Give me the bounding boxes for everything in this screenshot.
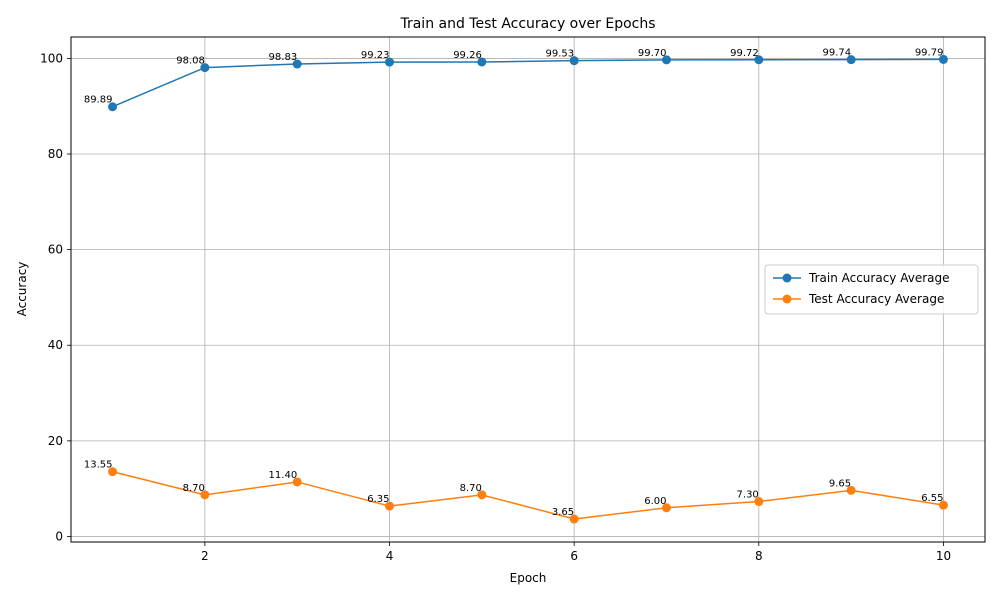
x-tick-label: 4 [386,549,394,563]
data-point-train-accuracy-average [108,102,118,112]
y-axis-title: Accuracy [15,262,29,317]
x-tick-label: 8 [755,549,763,563]
data-label-train-accuracy-average: 99.53 [546,49,575,60]
legend: Train Accuracy Average Test Accuracy Ave… [764,264,979,315]
legend-label-test: Test Accuracy Average [808,292,944,306]
data-point-test-accuracy-average [108,467,118,477]
data-point-test-accuracy-average [200,490,210,500]
data-label-train-accuracy-average: 89.89 [84,95,113,106]
legend-marker-train [782,273,792,283]
data-point-test-accuracy-average [754,497,764,507]
data-label-test-accuracy-average: 7.30 [737,490,759,501]
legend-box [764,264,979,315]
data-label-train-accuracy-average: 98.83 [269,52,298,63]
data-label-test-accuracy-average: 13.55 [84,460,113,471]
x-axis-title: Epoch [510,571,547,585]
data-point-train-accuracy-average [385,57,395,67]
data-label-train-accuracy-average: 99.70 [638,48,667,59]
y-tick-label: 80 [48,147,63,161]
data-point-train-accuracy-average [292,59,302,69]
data-point-train-accuracy-average [477,57,487,67]
data-point-test-accuracy-average [569,514,579,524]
data-label-test-accuracy-average: 9.65 [829,478,851,489]
data-point-test-accuracy-average [661,503,671,513]
data-point-test-accuracy-average [385,501,395,511]
x-axis-ticks: 2 4 6 8 10 [201,542,951,563]
series-layer [108,54,948,524]
data-point-test-accuracy-average [477,490,487,500]
chart-title: Train and Test Accuracy over Epochs [399,16,655,32]
data-point-train-accuracy-average [938,54,948,64]
data-label-test-accuracy-average: 6.35 [367,494,389,505]
x-tick-label: 10 [936,549,951,563]
data-label-train-accuracy-average: 99.26 [453,50,482,61]
data-label-test-accuracy-average: 6.55 [921,493,943,504]
y-tick-label: 0 [55,529,63,543]
legend-label-train: Train Accuracy Average [808,271,949,285]
data-label-train-accuracy-average: 99.74 [822,48,851,59]
data-labels: 89.89 98.08 98.83 99.23 99.26 99.53 99.70 99.72… [84,47,944,518]
series-line-test-accuracy-average [112,470,944,520]
data-point-train-accuracy-average [200,63,210,73]
legend-marker-test [782,294,792,304]
y-tick-label: 60 [48,243,63,257]
x-tick-label: 2 [201,549,209,563]
data-point-train-accuracy-average [569,56,579,66]
data-label-test-accuracy-average: 8.70 [460,483,482,494]
data-label-train-accuracy-average: 99.72 [730,48,759,59]
data-label-train-accuracy-average: 99.23 [361,50,390,61]
series-line-train-accuracy-average [112,58,944,108]
data-label-test-accuracy-average: 11.40 [269,470,298,481]
data-point-test-accuracy-average [938,500,948,510]
plot-frame [70,36,986,543]
y-tick-label: 20 [48,434,63,448]
y-tick-label: 100 [40,51,63,65]
y-axis-ticks: 0 20 40 60 80 100 [40,51,71,543]
data-point-train-accuracy-average [754,55,764,65]
data-point-train-accuracy-average [661,55,671,65]
data-label-test-accuracy-average: 3.65 [552,507,574,518]
data-label-test-accuracy-average: 6.00 [644,496,666,507]
y-tick-label: 40 [48,338,63,352]
data-point-train-accuracy-average [846,55,856,65]
data-label-test-accuracy-average: 8.70 [183,483,205,494]
data-label-train-accuracy-average: 98.08 [176,56,205,67]
data-label-train-accuracy-average: 99.79 [915,47,944,58]
x-tick-label: 6 [570,549,578,563]
data-point-test-accuracy-average [292,477,302,487]
data-point-test-accuracy-average [846,485,856,495]
